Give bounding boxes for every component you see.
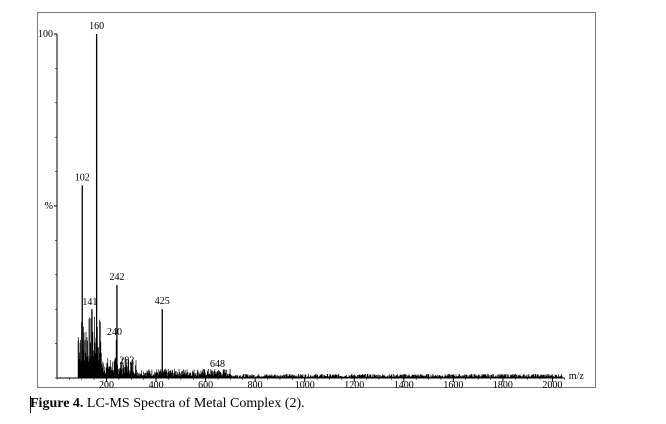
baseline-noise: [77, 316, 563, 378]
chart-axes: [56, 34, 565, 379]
figure-caption-text: LC-MS Spectra of Metal Complex (2).: [83, 396, 305, 411]
peak-label: 425: [155, 296, 170, 307]
x-axis-label: m/z: [569, 371, 585, 382]
peak-label-group: 102 141 160 242 240 282 425 648: [75, 21, 225, 370]
x-tick-label: 1600: [443, 380, 463, 391]
chart-frame: [37, 12, 596, 388]
y-tick-label: %: [45, 201, 53, 212]
x-tick-label: 1400: [394, 380, 414, 391]
peak-group: [81, 34, 219, 378]
figure-number: Figure 4.: [30, 396, 84, 411]
x-tick-label: 1200: [344, 380, 364, 391]
figure-caption: Figure 4. LC-MS Spectra of Metal Complex…: [30, 396, 305, 412]
y-tick-label: 100: [38, 29, 53, 40]
x-tick-label: 400: [149, 380, 164, 391]
caption-cursor: [30, 396, 31, 413]
peak-label: 160: [89, 21, 104, 32]
peak-label: 242: [109, 272, 124, 283]
x-tick-label: 1000: [295, 380, 315, 391]
noise-trace: [77, 316, 563, 378]
peak-label: 102: [75, 172, 90, 183]
tick-group: 100% 200 400 600 800 1000 1200 1400 1600 1800 2000: [38, 29, 566, 391]
x-tick-label: 1800: [493, 380, 513, 391]
x-tick-label: 800: [248, 380, 263, 391]
x-tick-label: 600: [198, 380, 213, 391]
peak-label: 282: [119, 356, 134, 367]
peak-label: 240: [107, 327, 122, 338]
x-tick-label: 2000: [542, 380, 562, 391]
peak-label: 648: [210, 359, 225, 370]
x-tick-label: 200: [99, 380, 114, 391]
peak-label: 141: [82, 297, 97, 308]
